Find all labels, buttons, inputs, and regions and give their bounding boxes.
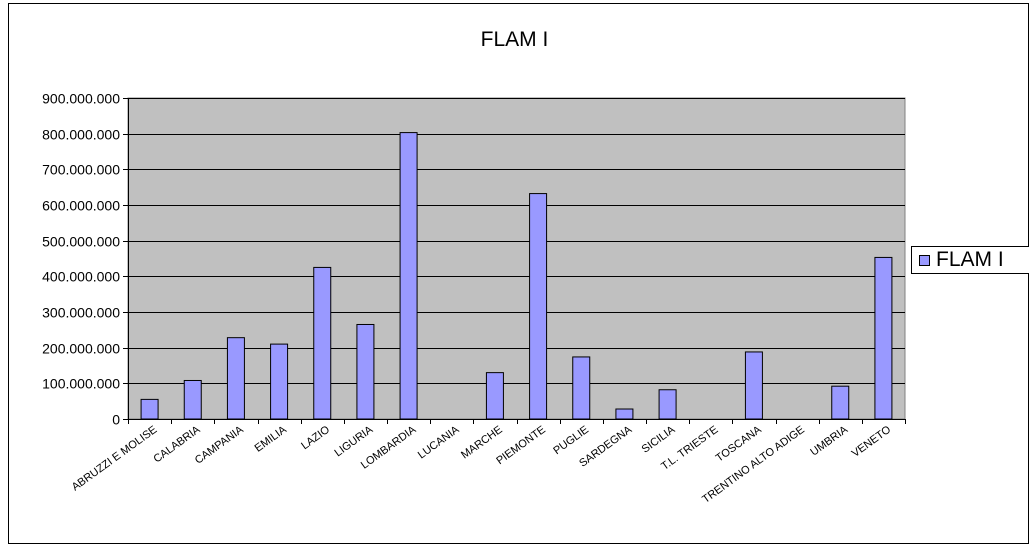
bar (140, 398, 159, 420)
bar (744, 351, 763, 420)
plot-area (127, 97, 906, 420)
bar (270, 343, 289, 420)
legend: FLAM I (911, 246, 1029, 274)
y-tick-label: 0 (112, 412, 120, 428)
x-tick-label: EMILIA (253, 423, 290, 454)
x-tick-label: LAZIO (299, 423, 332, 452)
bar (399, 132, 418, 420)
legend-swatch (919, 255, 930, 266)
chart-title: FLAM I (480, 28, 549, 51)
bar (485, 372, 504, 420)
y-tick-label: 200.000.000 (42, 341, 120, 357)
bar (183, 379, 202, 420)
x-tick-label: VENETO (850, 423, 894, 459)
y-tick-label: 600.000.000 (42, 198, 120, 214)
bar (874, 256, 893, 420)
x-tick-label: UMBRIA (808, 423, 850, 458)
x-tick-label: SICILIA (640, 423, 678, 455)
y-tick-label: 700.000.000 (42, 162, 120, 178)
bar (572, 356, 591, 420)
y-tick-label: 300.000.000 (42, 305, 120, 321)
x-tick-label: ABRUZZI E MOLISE (70, 424, 160, 494)
bar (658, 389, 677, 420)
legend-label: FLAM I (936, 248, 1004, 271)
x-tick-label: CAMPANIA (193, 423, 246, 466)
y-tick-label: 400.000.000 (42, 269, 120, 285)
bar (313, 266, 332, 420)
bar (615, 408, 634, 420)
y-tick-label: 500.000.000 (42, 234, 120, 250)
y-tick-label: 900.000.000 (42, 91, 120, 107)
bar (529, 193, 548, 420)
x-tick-label: LUCANIA (416, 423, 462, 461)
x-tick-label: PUGLIE (551, 424, 591, 457)
bar (831, 385, 850, 420)
y-tick-label: 800.000.000 (42, 127, 120, 143)
bar (356, 323, 375, 420)
bar (226, 337, 245, 420)
y-tick-label: 100.000.000 (42, 376, 120, 392)
